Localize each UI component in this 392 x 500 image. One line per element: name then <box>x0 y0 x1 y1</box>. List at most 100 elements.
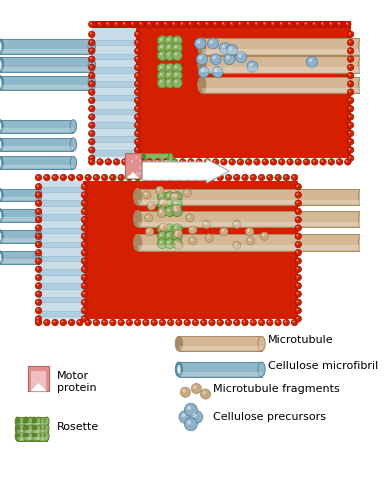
Circle shape <box>90 49 92 51</box>
Circle shape <box>238 54 241 58</box>
Circle shape <box>296 308 298 310</box>
Circle shape <box>222 160 224 162</box>
Circle shape <box>192 174 199 180</box>
Circle shape <box>204 158 211 165</box>
Circle shape <box>167 234 170 236</box>
Ellipse shape <box>45 424 49 434</box>
Circle shape <box>212 56 216 59</box>
Circle shape <box>182 389 185 392</box>
Circle shape <box>191 384 201 394</box>
Circle shape <box>212 158 219 165</box>
Circle shape <box>89 155 95 162</box>
Circle shape <box>89 158 95 165</box>
Bar <box>0 120 73 132</box>
Circle shape <box>36 176 39 178</box>
Circle shape <box>36 259 39 261</box>
Circle shape <box>134 130 141 136</box>
Circle shape <box>136 107 138 109</box>
Circle shape <box>174 46 177 48</box>
Circle shape <box>82 185 85 187</box>
Circle shape <box>328 158 334 165</box>
Bar <box>144 172 172 175</box>
Circle shape <box>157 36 167 46</box>
Circle shape <box>174 241 177 244</box>
Circle shape <box>35 266 42 272</box>
Circle shape <box>81 216 88 223</box>
Circle shape <box>134 147 141 153</box>
Circle shape <box>160 194 162 197</box>
Ellipse shape <box>35 208 42 222</box>
Ellipse shape <box>45 417 49 426</box>
Circle shape <box>62 320 64 322</box>
Bar <box>202 38 363 54</box>
Circle shape <box>280 22 282 24</box>
Circle shape <box>217 320 223 326</box>
Circle shape <box>163 21 169 28</box>
Circle shape <box>312 158 318 165</box>
Circle shape <box>295 282 301 289</box>
Circle shape <box>172 70 182 81</box>
Circle shape <box>36 317 39 319</box>
Circle shape <box>90 115 92 117</box>
Circle shape <box>81 225 88 231</box>
Circle shape <box>136 66 138 68</box>
Circle shape <box>348 40 351 42</box>
Circle shape <box>35 316 42 322</box>
Ellipse shape <box>0 253 2 262</box>
Circle shape <box>249 63 252 66</box>
Circle shape <box>165 43 175 53</box>
Circle shape <box>105 158 111 165</box>
Ellipse shape <box>358 56 367 73</box>
Circle shape <box>177 176 179 178</box>
Circle shape <box>247 160 249 162</box>
Circle shape <box>134 106 141 112</box>
Circle shape <box>122 21 128 28</box>
Circle shape <box>165 192 175 202</box>
Circle shape <box>296 160 298 162</box>
Circle shape <box>202 220 211 228</box>
Circle shape <box>157 224 167 234</box>
Circle shape <box>165 64 175 74</box>
Circle shape <box>238 160 241 162</box>
Bar <box>40 283 83 288</box>
Circle shape <box>234 222 237 224</box>
Circle shape <box>296 22 298 24</box>
Bar <box>202 76 363 93</box>
Circle shape <box>171 158 178 165</box>
Bar <box>38 181 84 319</box>
Bar <box>34 424 47 434</box>
Circle shape <box>229 46 232 50</box>
Circle shape <box>247 22 249 24</box>
Circle shape <box>283 174 290 180</box>
Circle shape <box>127 320 129 322</box>
Circle shape <box>190 238 193 241</box>
Circle shape <box>295 158 301 165</box>
Circle shape <box>140 160 142 162</box>
Ellipse shape <box>45 432 49 441</box>
Circle shape <box>165 206 175 216</box>
Circle shape <box>138 158 145 165</box>
Circle shape <box>81 274 88 280</box>
Circle shape <box>138 21 145 28</box>
Circle shape <box>136 32 138 34</box>
Circle shape <box>202 176 204 178</box>
Circle shape <box>114 22 117 24</box>
Circle shape <box>160 73 162 76</box>
Circle shape <box>89 114 95 120</box>
Circle shape <box>172 160 174 162</box>
Circle shape <box>205 160 207 162</box>
Bar <box>148 160 175 170</box>
Circle shape <box>288 22 290 24</box>
Ellipse shape <box>150 166 155 176</box>
Circle shape <box>347 56 354 62</box>
Circle shape <box>192 320 199 326</box>
Circle shape <box>90 132 92 134</box>
Circle shape <box>52 320 58 326</box>
Circle shape <box>89 40 95 46</box>
Ellipse shape <box>0 191 2 199</box>
Circle shape <box>113 158 120 165</box>
Circle shape <box>160 66 162 68</box>
Circle shape <box>205 22 207 24</box>
Bar <box>138 246 363 250</box>
Circle shape <box>221 158 227 165</box>
